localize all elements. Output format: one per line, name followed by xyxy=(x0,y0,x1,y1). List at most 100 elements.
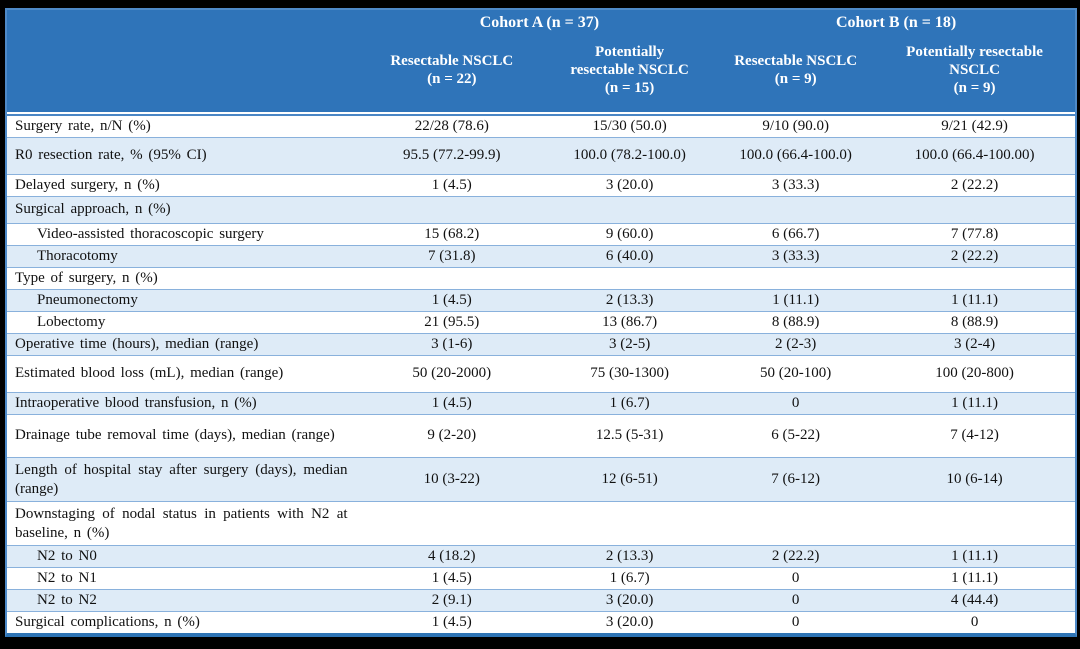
value-cohort-a-potentially-resectable: 6 (40.0) xyxy=(605,247,654,264)
value-cohort-a-potentially-resectable: 75 (30-1300) xyxy=(590,365,669,382)
value-cohort-a-potentially-resectable: 3 (2-5) xyxy=(608,335,651,352)
table-row: Video-assisted thoracoscopic surgery 15 … xyxy=(7,222,1075,245)
value-cohort-a-resectable: 10 (3-22) xyxy=(423,471,480,488)
value-cohort-a-potentially-resectable: 3 (20.0) xyxy=(605,592,654,609)
table-row: Length of hospital stay after surgery (d… xyxy=(7,457,1075,502)
cohort-header-spacer xyxy=(7,12,362,34)
table-row: Type of surgery, n (%) xyxy=(7,266,1075,289)
value-cohort-b-resectable: 3 (33.3) xyxy=(771,247,820,264)
table-row: N2 to N1 1 (4.5) 1 (6.7) 0 1 (11.1) xyxy=(7,567,1075,589)
value-cohort-b-potentially-resectable xyxy=(874,523,1075,525)
value-cohort-b-resectable: 100.0 (66.4-100.0) xyxy=(739,147,852,164)
value-cohort-b-potentially-resectable: 0 xyxy=(970,614,979,631)
value-cohort-b-resectable: 1 (11.1) xyxy=(772,291,820,308)
row-label: N2 to N2 xyxy=(37,592,97,609)
row-label: Pneumonectomy xyxy=(37,291,138,308)
value-cohort-b-resectable: 6 (5-22) xyxy=(771,427,821,444)
table-row: Lobectomy 21 (95.5) 13 (86.7) 8 (88.9) 8… xyxy=(7,310,1075,333)
table-row: Thoracotomy 7 (31.8) 6 (40.0) 3 (33.3) 2… xyxy=(7,244,1075,267)
value-cohort-a-potentially-resectable xyxy=(542,277,717,279)
value-cohort-a-resectable: 1 (4.5) xyxy=(431,291,472,308)
value-cohort-b-resectable: 2 (22.2) xyxy=(771,548,820,565)
table-row: Downstaging of nodal status in patients … xyxy=(7,501,1075,545)
value-cohort-b-potentially-resectable: 1 (11.1) xyxy=(951,394,999,411)
value-cohort-a-resectable xyxy=(362,523,542,525)
table-row: N2 to N0 4 (18.2) 2 (13.3) 2 (22.2) 1 (1… xyxy=(7,545,1075,568)
value-cohort-b-resectable: 3 (33.3) xyxy=(771,176,820,193)
value-cohort-a-potentially-resectable xyxy=(542,209,717,211)
value-cohort-b-potentially-resectable xyxy=(874,209,1075,211)
value-cohort-b-resectable: 0 xyxy=(791,614,800,631)
row-label: Type of surgery, n (%) xyxy=(15,269,158,286)
value-cohort-b-potentially-resectable: 3 (2-4) xyxy=(953,335,996,352)
table-row: R0 resection rate, % (95% CI) 95.5 (77.2… xyxy=(7,137,1075,174)
row-label: N2 to N0 xyxy=(37,548,97,565)
value-cohort-b-potentially-resectable: 10 (6-14) xyxy=(946,471,1003,488)
value-cohort-a-potentially-resectable: 1 (6.7) xyxy=(609,570,650,587)
value-cohort-a-resectable: 3 (1-6) xyxy=(431,335,473,352)
value-cohort-a-resectable: 22/28 (78.6) xyxy=(414,118,489,134)
value-cohort-b-resectable xyxy=(717,277,874,279)
value-cohort-a-resectable xyxy=(362,209,542,211)
value-cohort-b-potentially-resectable: 1 (11.1) xyxy=(951,291,999,308)
value-cohort-a-potentially-resectable: 2 (13.3) xyxy=(605,548,654,565)
table-row: Delayed surgery, n (%) 1 (4.5) 3 (20.0) … xyxy=(7,173,1075,196)
value-cohort-a-resectable: 2 (9.1) xyxy=(431,592,472,609)
row-label: Surgical approach, n (%) xyxy=(15,201,171,218)
row-label: N2 to N1 xyxy=(37,570,97,587)
value-cohort-b-resectable: 50 (20-100) xyxy=(760,365,832,382)
value-cohort-b-resectable: 9/10 (90.0) xyxy=(762,118,830,134)
value-cohort-b-potentially-resectable: 7 (4-12) xyxy=(950,427,999,444)
table-row: Pneumonectomy 1 (4.5) 2 (13.3) 1 (11.1) … xyxy=(7,288,1075,311)
surgical-outcomes-table: Cohort A (n = 37) Cohort B (n = 18) Rese… xyxy=(5,8,1077,637)
value-cohort-a-potentially-resectable: 13 (86.7) xyxy=(602,313,658,330)
value-cohort-b-resectable: 2 (2-3) xyxy=(775,335,817,352)
column-header-row: Resectable NSCLC (n = 22) Potentially re… xyxy=(7,34,1075,106)
column-header-resectable-b: Resectable NSCLC (n = 9) xyxy=(734,53,858,87)
table-body: Surgery rate, n/N (%) 22/28 (78.6) 15/30… xyxy=(7,114,1075,633)
value-cohort-a-potentially-resectable: 12.5 (5-31) xyxy=(595,427,664,444)
cohort-a-header: Cohort A (n = 37) xyxy=(479,14,600,31)
value-cohort-a-potentially-resectable: 3 (20.0) xyxy=(605,176,654,193)
table-row: Estimated blood loss (mL), median (range… xyxy=(7,354,1075,392)
row-label: Delayed surgery, n (%) xyxy=(15,176,160,193)
value-cohort-a-resectable: 21 (95.5) xyxy=(424,313,480,330)
value-cohort-b-potentially-resectable: 8 (88.9) xyxy=(950,313,999,330)
row-label: Drainage tube removal time (days), media… xyxy=(15,427,335,444)
value-cohort-b-resectable: 6 (66.7) xyxy=(771,225,820,242)
column-header-potentially-resectable-b: Potentially resectable NSCLC (n = 9) xyxy=(906,44,1043,96)
value-cohort-a-resectable: 9 (2-20) xyxy=(427,427,477,444)
row-label: R0 resection rate, % (95% CI) xyxy=(15,147,207,164)
value-cohort-b-potentially-resectable: 100 (20-800) xyxy=(935,365,1014,382)
value-cohort-a-potentially-resectable: 2 (13.3) xyxy=(605,291,654,308)
table-row: Drainage tube removal time (days), media… xyxy=(7,413,1075,458)
value-cohort-a-resectable: 95.5 (77.2-99.9) xyxy=(403,147,501,164)
value-cohort-a-potentially-resectable: 15/30 (50.0) xyxy=(592,118,667,134)
row-label: Length of hospital stay after surgery (d… xyxy=(15,461,348,497)
value-cohort-a-resectable: 1 (4.5) xyxy=(431,394,472,411)
value-cohort-a-potentially-resectable: 9 (60.0) xyxy=(605,225,654,242)
value-cohort-b-resectable: 0 xyxy=(791,570,800,587)
value-cohort-a-potentially-resectable xyxy=(542,523,717,525)
value-cohort-a-resectable: 50 (20-2000) xyxy=(412,365,492,382)
cohort-b-header: Cohort B (n = 18) xyxy=(835,14,957,31)
row-label: Surgical complications, n (%) xyxy=(15,614,200,631)
value-cohort-a-resectable: 4 (18.2) xyxy=(428,548,476,565)
value-cohort-a-potentially-resectable: 12 (6-51) xyxy=(601,471,658,488)
value-cohort-b-resectable: 7 (6-12) xyxy=(771,471,821,488)
value-cohort-a-resectable: 1 (4.5) xyxy=(431,176,472,193)
row-label: Operative time (hours), median (range) xyxy=(15,335,259,352)
value-cohort-b-resectable xyxy=(717,209,874,211)
column-header-potentially-resectable-a: Potentially resectable NSCLC (n = 15) xyxy=(570,44,689,96)
row-label: Thoracotomy xyxy=(37,247,118,264)
value-cohort-b-potentially-resectable xyxy=(874,277,1075,279)
value-cohort-a-resectable: 1 (4.5) xyxy=(431,570,472,587)
row-label: Downstaging of nodal status in patients … xyxy=(15,505,348,541)
value-cohort-b-resectable: 0 xyxy=(791,394,800,411)
row-label: Lobectomy xyxy=(37,313,106,330)
value-cohort-b-potentially-resectable: 4 (44.4) xyxy=(950,592,999,609)
table-header: Cohort A (n = 37) Cohort B (n = 18) Rese… xyxy=(7,10,1075,114)
column-header-resectable-a: Resectable NSCLC (n = 22) xyxy=(390,53,514,87)
value-cohort-b-potentially-resectable: 1 (11.1) xyxy=(951,548,999,565)
value-cohort-b-potentially-resectable: 2 (22.2) xyxy=(950,247,999,264)
